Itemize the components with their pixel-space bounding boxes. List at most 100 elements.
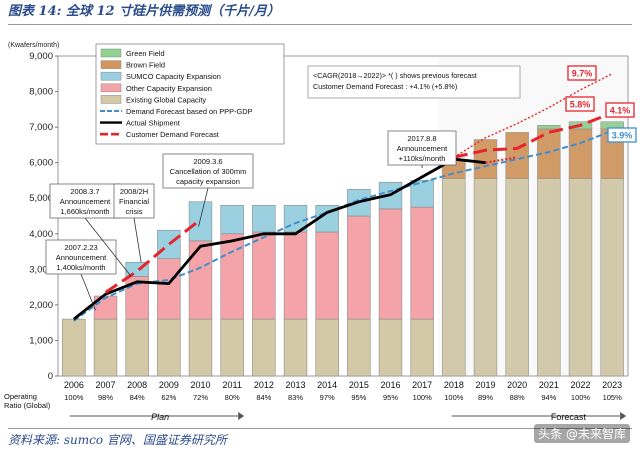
x-tick-label: 2020 [507, 380, 527, 390]
operating-ratio-value: 100% [444, 393, 464, 402]
watermark: 头条 @未来智库 [534, 424, 630, 443]
bar-segment [315, 231, 339, 320]
operating-ratio-value: 62% [161, 393, 176, 402]
y-tick-label: 4,000 [29, 229, 53, 240]
annotation-box [45, 239, 117, 275]
y-tick-label: 2,000 [29, 300, 53, 311]
annotation-text: crisis [125, 207, 142, 216]
cagr-text: <CAGR(2018→2022)> *( ) shows previous fo… [313, 71, 477, 80]
forecast-label: Forecast [551, 412, 587, 422]
annotation-text: Announcement [56, 253, 107, 262]
x-tick-label: 2006 [64, 380, 84, 390]
cagr-text: Customer Demand Forecast : +4.1% (+5.8%) [313, 82, 457, 91]
source-text: 资料来源: sumco 官网、国盛证券研究所 [8, 433, 227, 447]
bar-segment [252, 318, 276, 377]
series-line [73, 129, 613, 322]
operating-ratio-value: 100% [64, 393, 84, 402]
operating-ratio-value: 84% [130, 393, 145, 402]
figure-source: 资料来源: sumco 官网、国盛证券研究所 [8, 428, 632, 453]
bar-segment [157, 318, 181, 377]
annotation-text: 1,400ks/month [56, 263, 105, 272]
x-tick-label: 2011 [222, 380, 241, 390]
bar-segment [378, 208, 403, 320]
operating-ratio-value: 100% [413, 393, 433, 402]
figure-header: 图表 14: 全球 12 寸硅片供需预测（千片/月） [8, 2, 632, 25]
y-tick-label: 6,000 [29, 158, 53, 169]
y-tick-label: 0 [48, 371, 53, 382]
legend-entry: Customer Demand Forecast [126, 130, 219, 139]
bar-segment [188, 240, 213, 320]
callout-label: 3.9% [612, 131, 633, 141]
legend-entry: Other Capacity Expansion [126, 84, 212, 93]
x-tick-label: 2007 [95, 380, 115, 390]
bar-segment [157, 229, 181, 259]
annotation-pointer [84, 217, 132, 277]
bar-segment [410, 206, 434, 320]
operating-ratio-value: 80% [225, 393, 240, 402]
x-tick-label: 2021 [539, 380, 559, 390]
x-tick-label: 2009 [159, 380, 179, 390]
x-tick-label: 2013 [285, 380, 305, 390]
operating-ratio-value: 98% [98, 393, 113, 402]
operating-ratio-value: 95% [383, 393, 398, 402]
annotation-text: 2009.3.6 [193, 157, 222, 166]
annotation-text: 2017.8.8 [407, 134, 436, 143]
bar-segment [252, 205, 276, 233]
forecast-shade [438, 57, 627, 375]
x-tick-label: 2023 [602, 380, 622, 390]
annotation-text: capacity expansion [176, 177, 240, 186]
y-tick-label: 3,000 [29, 264, 53, 275]
legend-entry: Existing Global Capacity [126, 95, 206, 104]
annotation-text: 2008.3.7 [70, 187, 99, 196]
cagr-box [307, 65, 521, 99]
bar-segment [378, 318, 403, 377]
bar-segment [315, 318, 339, 377]
bar-segment [410, 180, 434, 208]
annotation-box [387, 130, 457, 166]
x-tick-label: 2022 [570, 380, 590, 390]
annotation-text: Announcement [60, 197, 111, 206]
bar-segment [347, 318, 371, 377]
annotation-box [113, 183, 155, 219]
legend-entry: SUMCO Capacity Expansion [126, 72, 221, 81]
x-tick-label: 2010 [190, 380, 210, 390]
bar-segment [220, 233, 244, 320]
annotation-text: 1,660ks/month [60, 207, 109, 216]
annotation-text: 2008/2H [120, 187, 148, 196]
operating-ratio-value: 83% [288, 393, 303, 402]
bar-segment [188, 318, 213, 377]
bar-segment [252, 231, 276, 320]
legend-swatch [100, 48, 122, 58]
legend-box [95, 43, 285, 145]
legend-entry: Brown Field [126, 61, 165, 70]
legend-entry: Demand Forecast based on PPP-GDP [126, 107, 253, 116]
annotation-pointer [198, 187, 209, 227]
bar-segment [283, 231, 308, 320]
y-tick-label: 5,000 [29, 193, 53, 204]
x-tick-label: 2014 [317, 380, 337, 390]
series-line [104, 111, 613, 294]
figure-title: 图表 14: 全球 12 寸硅片供需预测（千片/月） [8, 4, 280, 19]
annotation-text: +110ks/month [399, 154, 446, 163]
annotation-text: Cancellation of 300mm [170, 167, 247, 176]
x-tick-label: 2016 [380, 380, 400, 390]
bar-segment [188, 201, 213, 242]
bar-segment [93, 318, 118, 377]
legend-swatch [100, 60, 122, 69]
y-tick-label: 8,000 [29, 87, 53, 98]
legend-entry: Actual Shipment [126, 119, 180, 128]
series-line [485, 156, 518, 164]
annotation-pointer [133, 217, 142, 263]
x-tick-label: 2012 [254, 380, 274, 390]
bar-segment [125, 318, 149, 377]
bar-segment [220, 205, 244, 235]
series-line [453, 73, 613, 158]
plan-label: Plan [151, 412, 169, 422]
x-tick-label: 2017 [412, 380, 432, 390]
forecast-arrow-head [620, 412, 627, 420]
bar-segment [347, 215, 371, 320]
bar-segment [537, 125, 561, 130]
annotation-pointer [80, 273, 96, 311]
callout-box [607, 127, 637, 143]
